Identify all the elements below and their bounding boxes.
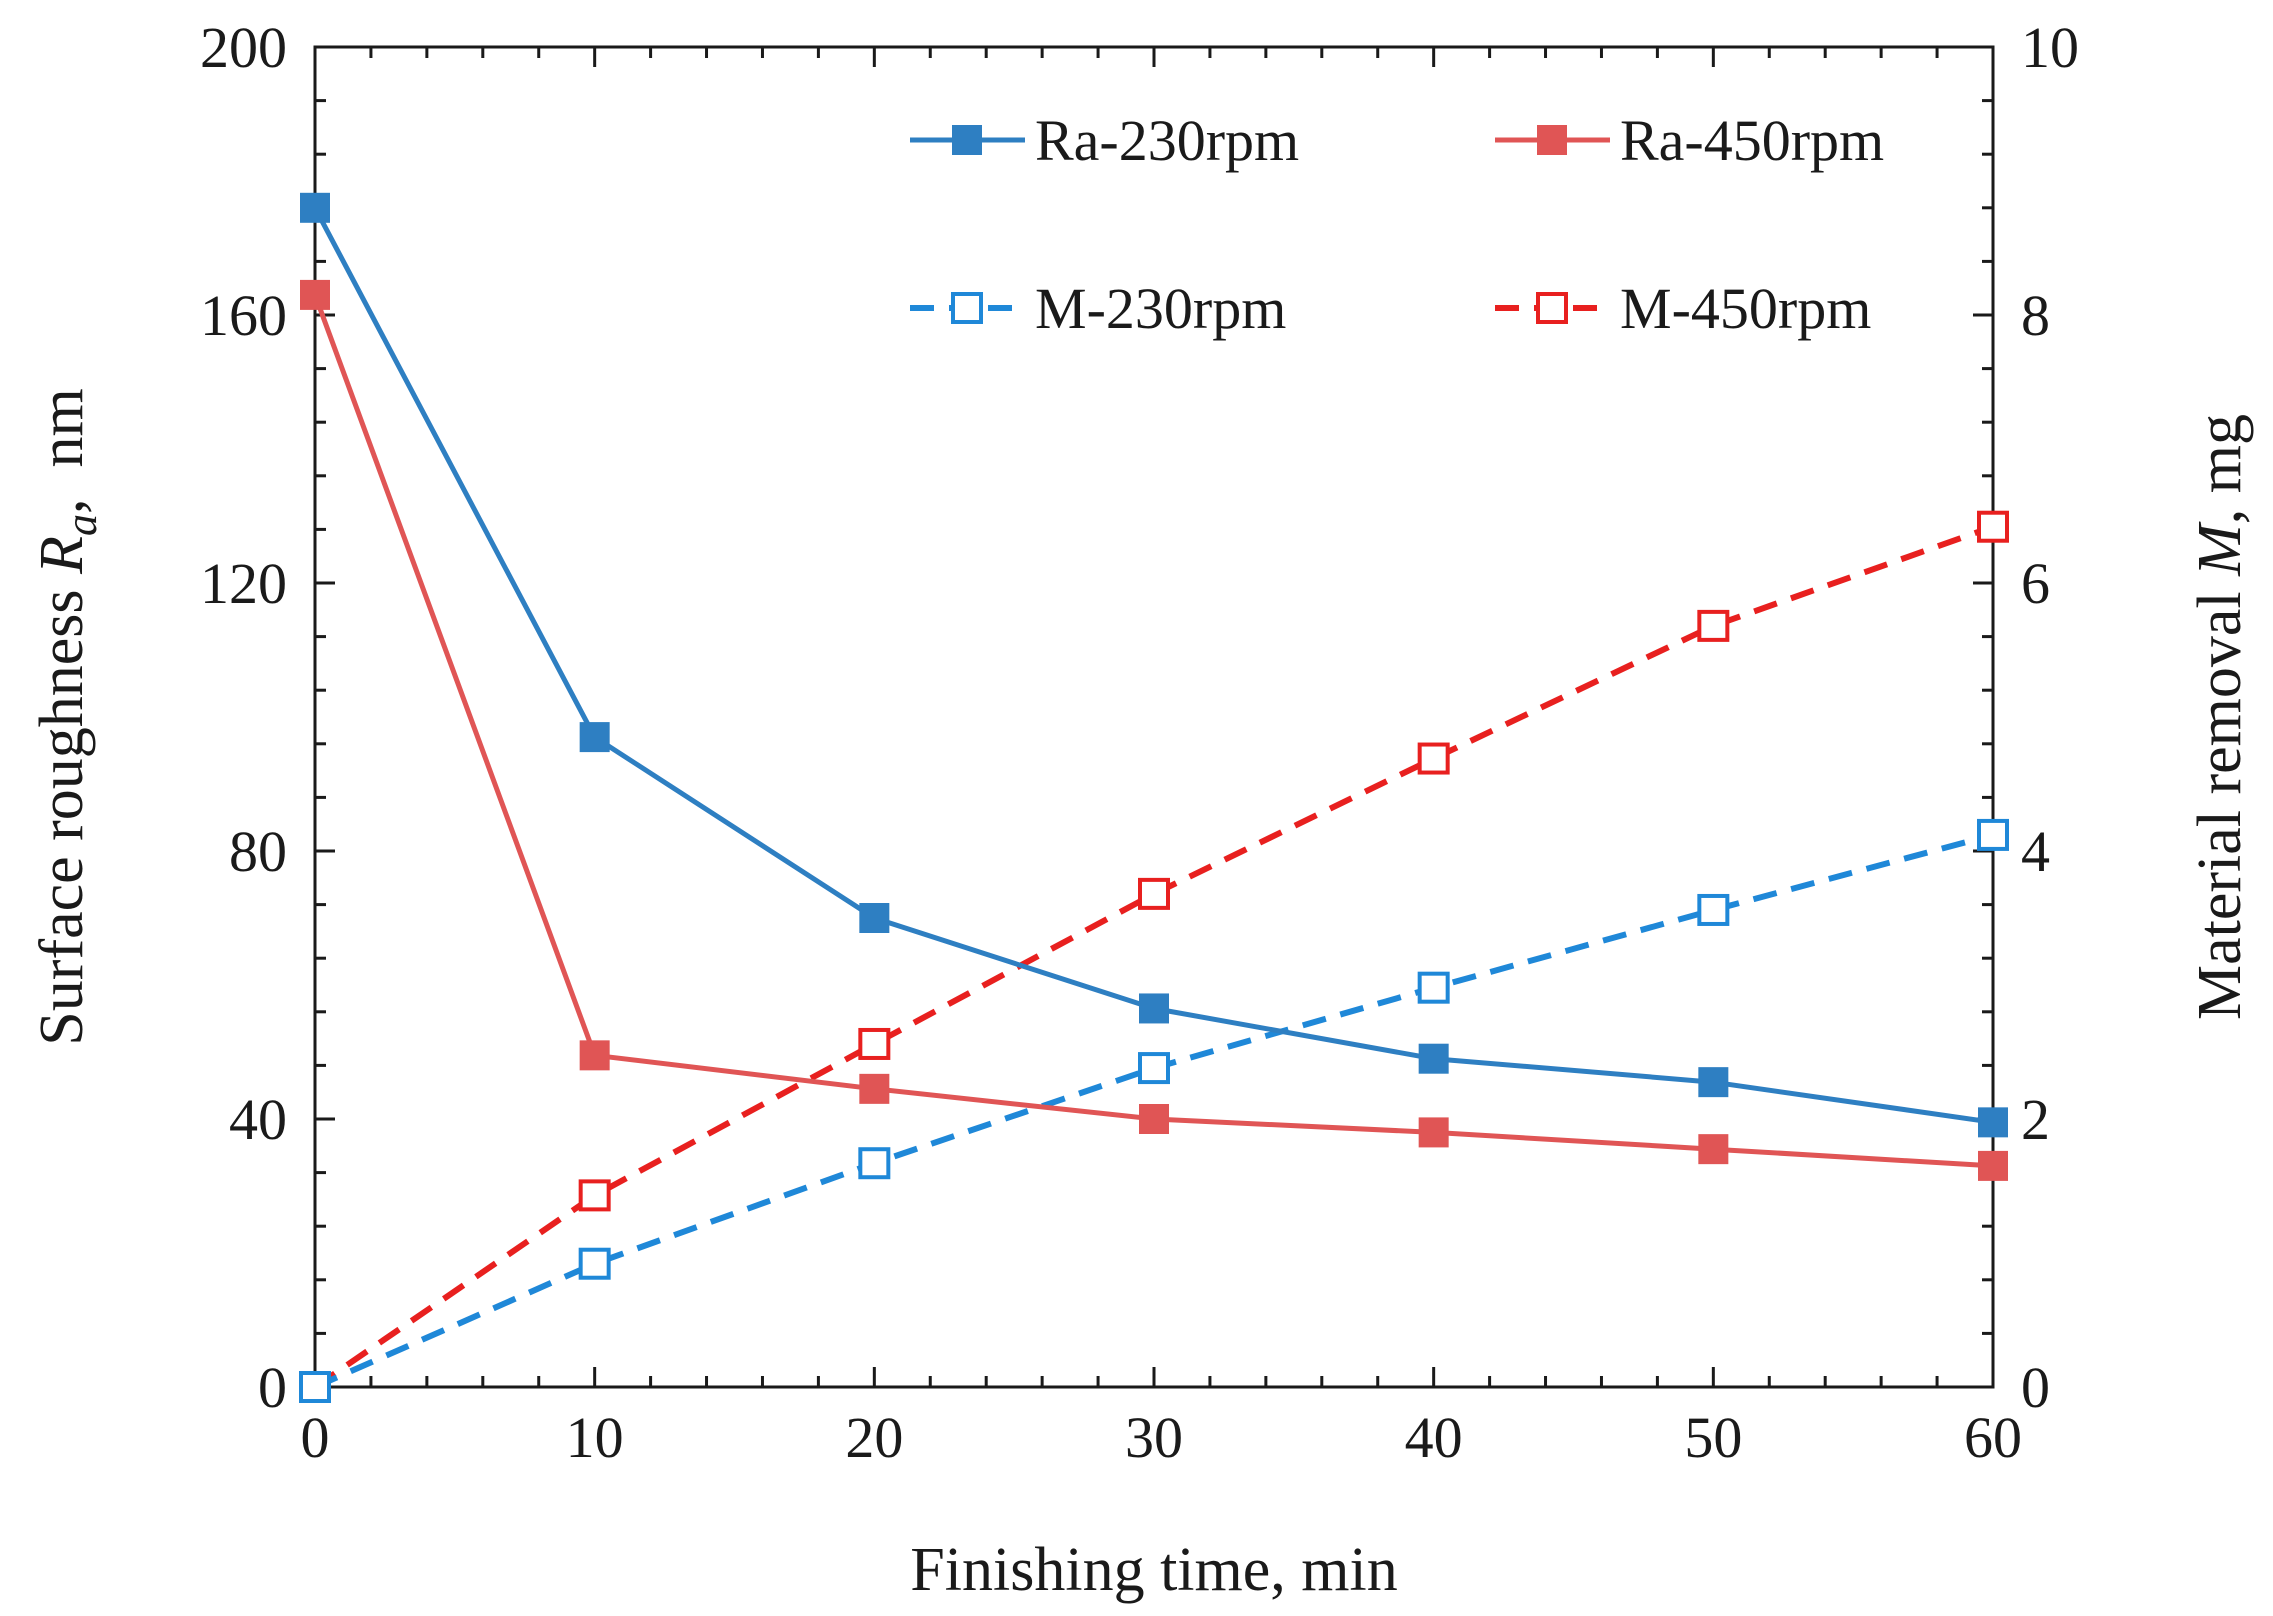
legend: Ra-230rpm Ra-450rpm M-230rpm M-450rpm — [910, 108, 1884, 341]
right-axis-title-prefix: Material removal — [2186, 576, 2254, 1020]
y-left-tick-label: 120 — [200, 551, 287, 616]
y-right-tick-label: 10 — [2021, 15, 2079, 80]
left-axis-title: Surface roughness Ra, nm — [28, 388, 106, 1045]
right-axis-title-suffix: , mg — [2186, 414, 2254, 524]
data-point-ra-450rpm — [579, 1040, 610, 1071]
data-point-ra-230rpm — [1978, 1107, 2008, 1138]
legend-item-ra-230rpm: Ra-230rpm — [910, 108, 1299, 173]
data-point-ra-230rpm — [859, 903, 890, 933]
axis-ticks — [313, 45, 1995, 1389]
series-line-ra-450rpm — [312, 294, 1994, 1169]
y-right-tick-label: 6 — [2021, 551, 2050, 616]
y-right-tick-label: 2 — [2021, 1087, 2050, 1152]
data-point-m-230rpm — [299, 1371, 331, 1403]
data-point-m-450rpm — [858, 1027, 891, 1060]
data-point-ra-450rpm — [300, 279, 330, 310]
legend-item-m-230rpm: M-230rpm — [910, 276, 1286, 341]
x-tick-label: 30 — [1125, 1405, 1183, 1470]
data-point-m-450rpm — [1977, 510, 2009, 543]
data-point-m-230rpm — [1417, 971, 1450, 1004]
data-point-m-230rpm — [1977, 818, 2009, 851]
data-point-m-230rpm — [1138, 1052, 1170, 1085]
series-line-m-450rpm — [313, 523, 1995, 1390]
y-left-tick-label: 160 — [200, 283, 287, 348]
x-tick-label: 20 — [845, 1405, 903, 1470]
legend-label-m-230rpm: M-230rpm — [1035, 276, 1286, 341]
data-point-m-450rpm — [578, 1179, 611, 1212]
data-point-ra-450rpm — [1139, 1104, 1169, 1134]
data-point-m-230rpm — [858, 1147, 891, 1180]
data-point-ra-230rpm — [300, 192, 330, 223]
data-point-ra-230rpm — [1418, 1043, 1449, 1074]
legend-label-m-450rpm: M-450rpm — [1620, 276, 1871, 341]
x-tick-label: 50 — [1684, 1405, 1742, 1470]
series-ra-230rpm — [300, 192, 2008, 1138]
series-m-230rpm — [299, 818, 2009, 1403]
data-point-ra-230rpm — [579, 722, 610, 753]
data-point-m-230rpm — [1697, 893, 1730, 926]
legend-marker-ra-230rpm — [952, 125, 982, 155]
left-axis-title-suffix: , nm — [28, 388, 96, 514]
y-left-tick-label: 0 — [258, 1355, 287, 1420]
x-tick-label: 10 — [566, 1405, 624, 1470]
y-right-tick-label: 0 — [2021, 1355, 2050, 1420]
plot-area — [313, 45, 1995, 1389]
left-axis-title-symbol: R — [28, 536, 96, 575]
data-point-ra-450rpm — [859, 1073, 890, 1104]
x-tick-label: 40 — [1405, 1405, 1463, 1470]
y-right-tick-label: 4 — [2021, 819, 2050, 884]
y-left-tick-label: 200 — [200, 15, 287, 80]
y-left-tick-label: 80 — [229, 819, 287, 884]
series-ra-450rpm — [300, 279, 2008, 1181]
x-tick-label: 0 — [301, 1405, 330, 1470]
legend-label-ra-230rpm: Ra-230rpm — [1035, 108, 1299, 173]
left-axis-title-subscript: a — [57, 514, 106, 536]
y-left-tick-label: 40 — [229, 1087, 287, 1152]
series-layer — [299, 192, 2009, 1403]
data-point-ra-450rpm — [1418, 1117, 1449, 1148]
data-point-ra-450rpm — [1978, 1150, 2008, 1181]
legend-label-ra-450rpm: Ra-450rpm — [1620, 108, 1884, 173]
legend-item-m-450rpm: M-450rpm — [1495, 276, 1871, 341]
legend-item-ra-450rpm: Ra-450rpm — [1495, 108, 1884, 173]
data-point-m-450rpm — [1417, 742, 1450, 775]
x-axis-title: Finishing time, min — [910, 1536, 1397, 1604]
data-point-ra-230rpm — [1139, 993, 1169, 1024]
left-axis-title-prefix: Surface roughness — [28, 574, 96, 1046]
data-point-ra-230rpm — [1698, 1067, 1729, 1098]
y-right-tick-label: 8 — [2021, 283, 2050, 348]
data-point-m-450rpm — [1697, 609, 1730, 642]
legend-marker-ra-450rpm — [1537, 125, 1567, 155]
x-tick-label: 60 — [1964, 1405, 2022, 1470]
legend-marker-m-230rpm — [951, 292, 983, 324]
right-axis-title-symbol: M — [2186, 521, 2254, 577]
right-axis-title: Material removal M, mg — [2186, 414, 2254, 1020]
data-point-ra-450rpm — [1698, 1134, 1729, 1165]
series-m-450rpm — [299, 510, 2009, 1403]
legend-marker-m-450rpm — [1536, 292, 1568, 324]
data-point-m-450rpm — [1138, 877, 1170, 910]
data-point-m-230rpm — [578, 1247, 611, 1280]
